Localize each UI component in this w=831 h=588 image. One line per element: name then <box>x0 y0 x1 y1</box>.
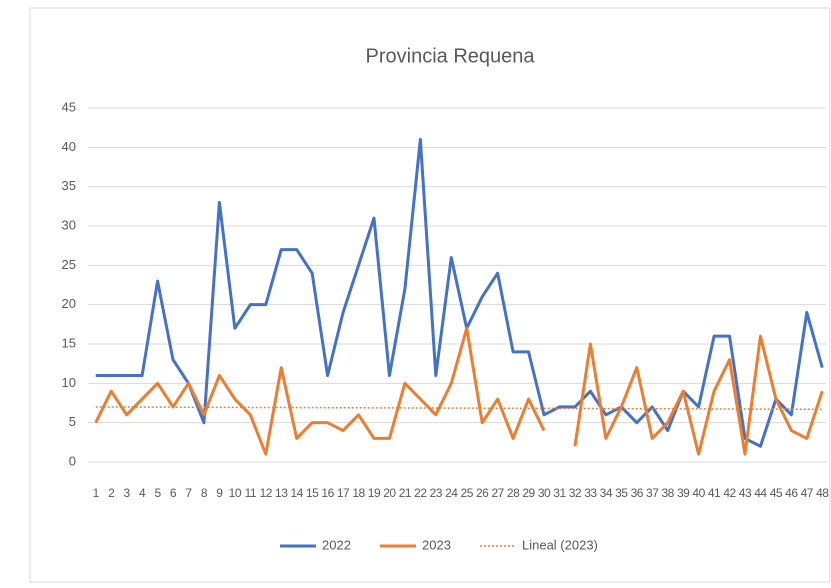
x-tick-label: 38 <box>662 486 675 500</box>
x-tick-label: 31 <box>553 486 566 500</box>
x-tick-label: 10 <box>229 486 242 500</box>
x-tick-label: 21 <box>399 486 412 500</box>
x-tick-label: 6 <box>170 486 177 500</box>
x-tick-label: 1 <box>93 486 100 500</box>
x-tick-label: 30 <box>538 486 551 500</box>
x-tick-label: 32 <box>569 486 582 500</box>
x-tick-label: 12 <box>260 486 273 500</box>
legend-label: 2022 <box>322 537 351 552</box>
x-tick-label: 43 <box>739 486 752 500</box>
trend-line <box>95 406 823 411</box>
x-tick-label: 15 <box>306 486 319 500</box>
x-tick-label: 39 <box>677 486 690 500</box>
x-tick-label: 48 <box>816 486 829 500</box>
x-tick-label: 42 <box>723 486 736 500</box>
chart-title: Provincia Requena <box>366 45 536 67</box>
x-tick-label: 5 <box>154 486 161 500</box>
x-tick-label: 44 <box>754 486 767 500</box>
legend-label: 2023 <box>422 537 451 552</box>
x-tick-label: 8 <box>201 486 208 500</box>
y-tick-label: 10 <box>62 375 76 390</box>
x-tick-label: 24 <box>445 486 458 500</box>
x-tick-label: 4 <box>139 486 146 500</box>
x-tick-label: 17 <box>337 486 350 500</box>
x-tick-label: 47 <box>801 486 814 500</box>
y-tick-label: 45 <box>62 99 76 114</box>
x-tick-label: 22 <box>414 486 427 500</box>
x-tick-label: 28 <box>507 486 520 500</box>
x-tick-label: 45 <box>770 486 783 500</box>
x-tick-label: 19 <box>368 486 381 500</box>
x-tick-label: 13 <box>275 486 288 500</box>
x-tick-label: 35 <box>615 486 628 500</box>
y-tick-label: 15 <box>62 335 76 350</box>
x-tick-label: 23 <box>430 486 443 500</box>
x-tick-label: 34 <box>600 486 613 500</box>
x-tick-label: 26 <box>476 486 489 500</box>
x-tick-label: 36 <box>631 486 644 500</box>
y-tick-label: 30 <box>62 217 76 232</box>
x-tick-label: 2 <box>108 486 115 500</box>
y-tick-label: 25 <box>62 257 76 272</box>
x-tick-label: 25 <box>461 486 474 500</box>
x-tick-label: 20 <box>383 486 396 500</box>
y-tick-label: 5 <box>69 414 76 429</box>
x-tick-label: 18 <box>352 486 365 500</box>
series-line <box>95 137 824 448</box>
x-tick-label: 9 <box>216 486 223 500</box>
x-tick-label: 27 <box>491 486 504 500</box>
x-tick-label: 16 <box>321 486 334 500</box>
y-tick-label: 0 <box>69 453 76 468</box>
x-tick-label: 3 <box>124 486 131 500</box>
x-tick-label: 37 <box>646 486 659 500</box>
x-tick-label: 33 <box>584 486 597 500</box>
x-tick-label: 46 <box>785 486 798 500</box>
x-tick-label: 40 <box>692 486 705 500</box>
y-tick-label: 40 <box>62 139 76 154</box>
x-tick-label: 11 <box>245 486 257 500</box>
x-tick-label: 7 <box>185 486 192 500</box>
x-tick-label: 41 <box>708 486 721 500</box>
y-tick-label: 35 <box>62 178 76 193</box>
x-tick-label: 29 <box>522 486 535 500</box>
legend-label: Lineal (2023) <box>522 537 598 552</box>
y-tick-label: 20 <box>62 296 76 311</box>
x-tick-label: 14 <box>291 486 304 500</box>
